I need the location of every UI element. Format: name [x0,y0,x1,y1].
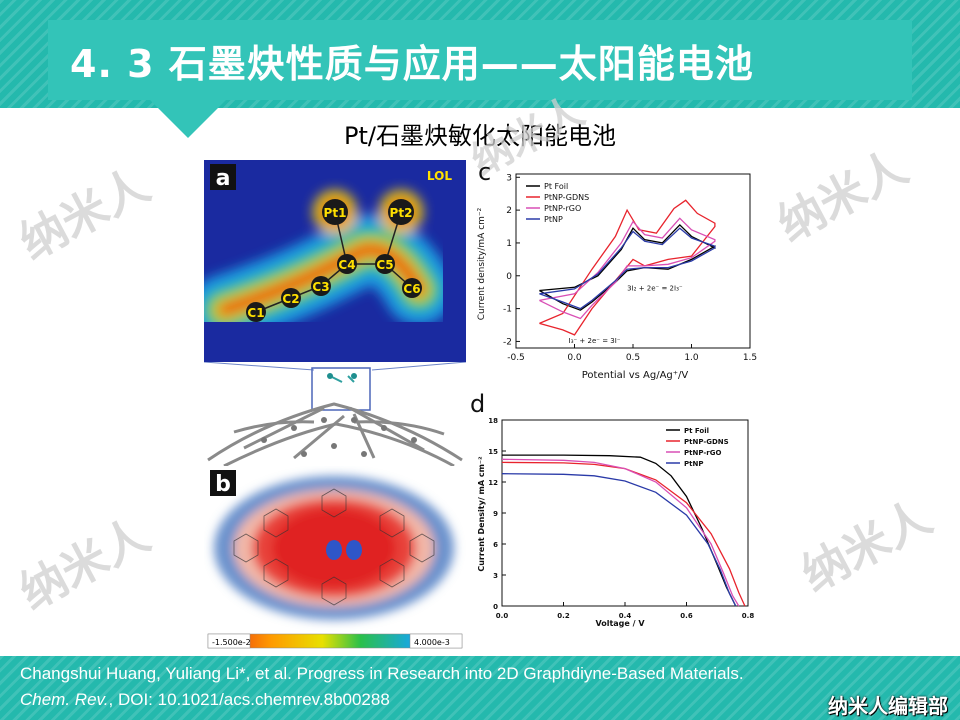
atom-label-c4: C4 [338,258,355,272]
panel-d-letter: d [470,390,485,418]
x-tick-label: 0.0 [496,612,509,620]
doi-text: , DOI: 10.1021/acs.chemrev.8b00288 [108,690,390,709]
x-tick-label: 0.4 [619,612,632,620]
watermark: 纳米人 [792,489,941,602]
slide-subtitle: Pt/石墨炔敏化太阳能电池 [344,122,616,150]
scale-min: -1.500e-2 [212,638,251,647]
journal-name: Chem. Rev. [20,690,109,709]
legend-label: PtNP-rGO [684,449,721,457]
title-banner: 4. 3 石墨炔性质与应用——太阳能电池 [0,0,960,108]
x-tick-label: 1.0 [684,353,699,363]
x-tick-label: 0.6 [680,612,693,620]
chart-c-ylabel: Current density/mA cm⁻² [477,207,487,320]
chart-d-jv-curves: d Voltage / V Current Density/ mA cm⁻² 0… [470,390,755,628]
legend-label: PtNP-GDNS [544,193,589,202]
y-tick-label: 1 [506,239,512,249]
legend-label: PtNP-rGO [544,204,581,213]
y-tick-label: -2 [503,337,512,347]
panel-b-letter: b [215,472,231,497]
y-tick-label: 0 [493,603,498,611]
panel-c-letter: c [478,158,491,186]
x-tick-label: 0.8 [742,612,755,620]
y-tick-label: 15 [488,448,498,456]
panel-b-electrostatic-map: b -1.500e-2 4.000e-3 [204,466,466,654]
x-tick-label: 0.2 [557,612,570,620]
legend-label: Pt Foil [544,182,568,191]
legend-label: PtNP-GDNS [684,438,729,446]
legend-label: Pt Foil [684,427,709,435]
watermark: 纳米人 [10,157,159,270]
legend-label: PtNP [544,215,563,224]
series-line [539,199,716,336]
slide-title: 4. 3 石墨炔性质与应用——太阳能电池 [70,41,754,86]
series-line [539,227,716,310]
atom-label-pt2: Pt2 [390,206,413,220]
atom-label-c2: C2 [282,292,299,306]
atom-label-c1: C1 [247,306,264,320]
series-line [501,461,746,607]
watermark: 纳米人 [10,507,159,620]
series-line [539,223,716,311]
series-line [501,458,740,607]
citation-footer: Changshui Huang, Yuliang Li*, et al. Pro… [0,656,960,720]
citation-line-1: Changshui Huang, Yuliang Li*, et al. Pro… [20,664,744,683]
editorial-logo: 纳米人编辑部 [828,694,948,718]
y-tick-label: 2 [506,206,512,216]
plot-frame [501,419,749,607]
y-tick-label: -1 [503,305,512,315]
x-tick-label: 1.5 [743,353,757,363]
legend-label: PtNP [684,460,703,468]
atom-label-c5: C5 [376,258,393,272]
citation-line-2: Chem. Rev., DOI: 10.1021/acs.chemrev.8b0… [20,690,390,710]
annotation-oxidation: 3I₂ + 2e⁻ = 2I₃⁻ [627,285,683,293]
series-line [502,454,737,607]
lol-label: LOL [427,169,452,183]
y-tick-label: 6 [493,541,498,549]
y-tick-label: 12 [488,479,498,487]
chart-d-xlabel: Voltage / V [595,619,645,628]
y-tick-label: 18 [488,417,498,425]
chart-d-ylabel: Current Density/ mA cm⁻² [477,456,486,572]
title-notch [150,100,226,138]
y-tick-label: 3 [493,572,498,580]
chart-c-cyclic-voltammetry: c Potential vs Ag/Ag⁺/V Current density/… [477,158,757,381]
y-tick-label: 9 [493,510,498,518]
atom-label-c3: C3 [312,280,329,294]
chart-c-xlabel: Potential vs Ag/Ag⁺/V [582,370,689,381]
x-tick-label: -0.5 [507,353,525,363]
title-box: 4. 3 石墨炔性质与应用——太阳能电池 [48,20,912,100]
y-tick-label: 3 [506,173,512,183]
x-tick-label: 0.0 [567,353,582,363]
atom-label-c6: C6 [403,282,420,296]
annotation-reduction: I₃⁻ + 2e⁻ = 3I⁻ [569,337,621,345]
atom-label-pt1: Pt1 [324,206,347,220]
series-line [539,217,716,320]
panel-a-letter: a [216,166,231,191]
x-tick-label: 0.5 [626,353,640,363]
graphdiyne-lattice-perspective [204,362,467,468]
panel-a-lol-map: Pt1 Pt2 C1 C2 C3 C4 C5 C6 a LOL [204,160,466,362]
scale-max: 4.000e-3 [414,638,450,647]
y-tick-label: 0 [506,272,512,282]
series-line [501,473,737,607]
